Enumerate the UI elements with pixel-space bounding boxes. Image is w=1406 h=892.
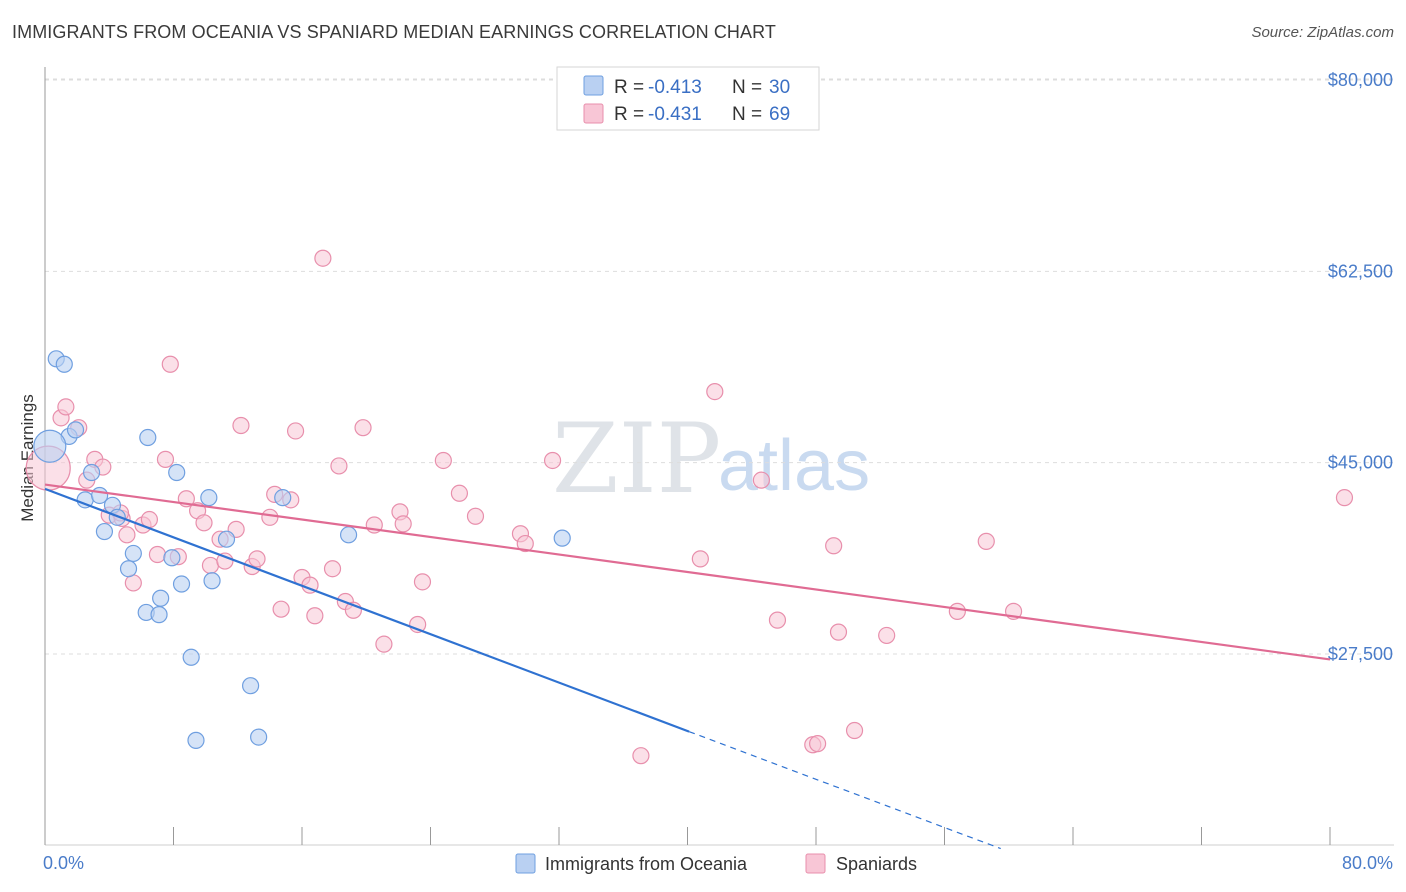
point-spaniards — [232, 416, 250, 435]
y-tick-label: $27,500 — [1328, 644, 1393, 664]
point-spaniards — [825, 537, 843, 555]
point-spaniards — [434, 451, 452, 470]
point-spaniards — [148, 545, 167, 564]
point-spaniards — [413, 573, 432, 591]
point-oceania — [168, 463, 186, 482]
point-spaniards — [201, 556, 220, 575]
legend-n-label-oceania: N = — [732, 77, 762, 98]
legend-bottom: Immigrants from Oceania Spaniards — [515, 853, 917, 874]
point-spaniards — [878, 626, 896, 645]
x-axis-ticks — [44, 827, 1331, 845]
chart-source: Source: ZipAtlas.com — [1251, 24, 1394, 41]
point-spaniards — [632, 747, 650, 765]
legend-n-label-spaniards: N = — [732, 104, 762, 125]
point-oceania — [182, 648, 200, 666]
point-spaniards — [118, 526, 136, 544]
point-spaniards — [752, 471, 770, 489]
point-spaniards — [195, 514, 213, 532]
trendline-oceania-extension — [688, 731, 1001, 850]
trend-lines — [44, 483, 1331, 850]
point-spaniards — [314, 249, 332, 267]
legend-swatch-spaniards — [583, 103, 604, 124]
point-spaniards — [124, 574, 142, 592]
point-spaniards — [516, 534, 534, 553]
point-spaniards — [691, 550, 709, 568]
point-oceania — [217, 530, 236, 548]
point-oceania — [250, 728, 268, 746]
watermark: ZIP atlas — [552, 403, 870, 515]
point-oceania — [55, 355, 73, 373]
point-oceania — [152, 589, 170, 607]
point-oceania — [553, 529, 571, 547]
legend-r-value-oceania: -0.413 — [648, 77, 702, 98]
point-spaniards — [450, 484, 469, 502]
point-spaniards — [354, 419, 372, 437]
point-oceania — [274, 489, 292, 507]
legend-r-label-oceania: R = — [614, 77, 644, 98]
point-oceania — [108, 508, 126, 526]
point-oceania — [187, 731, 205, 749]
y-tick-label: $80,000 — [1328, 70, 1393, 90]
x-tick-label-min: 0.0% — [43, 853, 84, 873]
point-oceania — [172, 575, 191, 593]
chart-title: IMMIGRANTS FROM OCEANIA VS SPANIARD MEDI… — [12, 22, 776, 42]
point-oceania — [66, 421, 85, 439]
point-spaniards — [809, 735, 827, 753]
x-tick-label-max: 80.0% — [1342, 853, 1393, 873]
point-oceania — [82, 463, 101, 482]
point-spaniards — [286, 422, 305, 440]
trendline-spaniards — [44, 483, 1331, 661]
legend-r-label-spaniards: R = — [614, 104, 644, 125]
legend-bottom-swatch-oceania — [515, 853, 536, 874]
legend-bottom-swatch-spaniards — [805, 853, 826, 874]
legend-n-value-oceania: 30 — [769, 77, 790, 98]
point-oceania — [95, 522, 114, 541]
point-oceania — [139, 428, 157, 447]
point-oceania — [203, 572, 221, 590]
watermark-atlas: atlas — [718, 426, 870, 506]
point-spaniards — [330, 457, 348, 475]
point-oceania — [150, 606, 168, 624]
legend-n-value-spaniards: 69 — [769, 104, 790, 125]
point-spaniards — [1335, 489, 1354, 507]
legend-swatch-oceania — [583, 75, 604, 96]
point-spaniards — [768, 611, 787, 629]
point-oceania — [119, 560, 138, 578]
point-spaniards — [323, 560, 342, 578]
point-spaniards — [543, 451, 562, 470]
point-spaniards — [845, 721, 864, 740]
point-spaniards — [161, 355, 179, 373]
point-oceania — [163, 549, 181, 567]
y-tick-labels: $27,500 $45,000 $62,500 $80,000 — [1328, 70, 1393, 664]
trendline-oceania — [44, 487, 690, 733]
legend-top: R = -0.413 N = 30 R = -0.431 N = 69 — [556, 66, 820, 131]
point-spaniards — [948, 602, 966, 620]
point-spaniards — [394, 515, 412, 533]
legend-bottom-label-spaniards: Spaniards — [836, 854, 917, 874]
point-spaniards — [829, 623, 848, 641]
y-tick-label: $45,000 — [1328, 453, 1393, 473]
point-oceania — [339, 526, 358, 544]
point-oceania — [124, 544, 142, 563]
point-oceania — [242, 677, 260, 695]
point-spaniards — [306, 607, 324, 625]
series-oceania-points — [33, 350, 571, 749]
y-axis-label: Median Earnings — [18, 394, 37, 522]
point-spaniards — [375, 635, 393, 653]
point-spaniards — [261, 508, 279, 526]
point-spaniards — [248, 550, 266, 568]
legend-bottom-label-oceania: Immigrants from Oceania — [545, 854, 748, 874]
point-oceania — [200, 489, 218, 507]
point-spaniards — [57, 398, 75, 416]
point-oceania — [33, 429, 67, 463]
point-spaniards — [977, 532, 995, 550]
y-tick-label: $62,500 — [1328, 261, 1393, 281]
watermark-zip: ZIP — [552, 403, 721, 515]
legend-r-value-spaniards: -0.431 — [648, 104, 702, 125]
point-spaniards — [466, 507, 485, 525]
point-spaniards — [272, 600, 290, 618]
point-spaniards — [156, 450, 175, 468]
point-spaniards — [706, 383, 724, 401]
